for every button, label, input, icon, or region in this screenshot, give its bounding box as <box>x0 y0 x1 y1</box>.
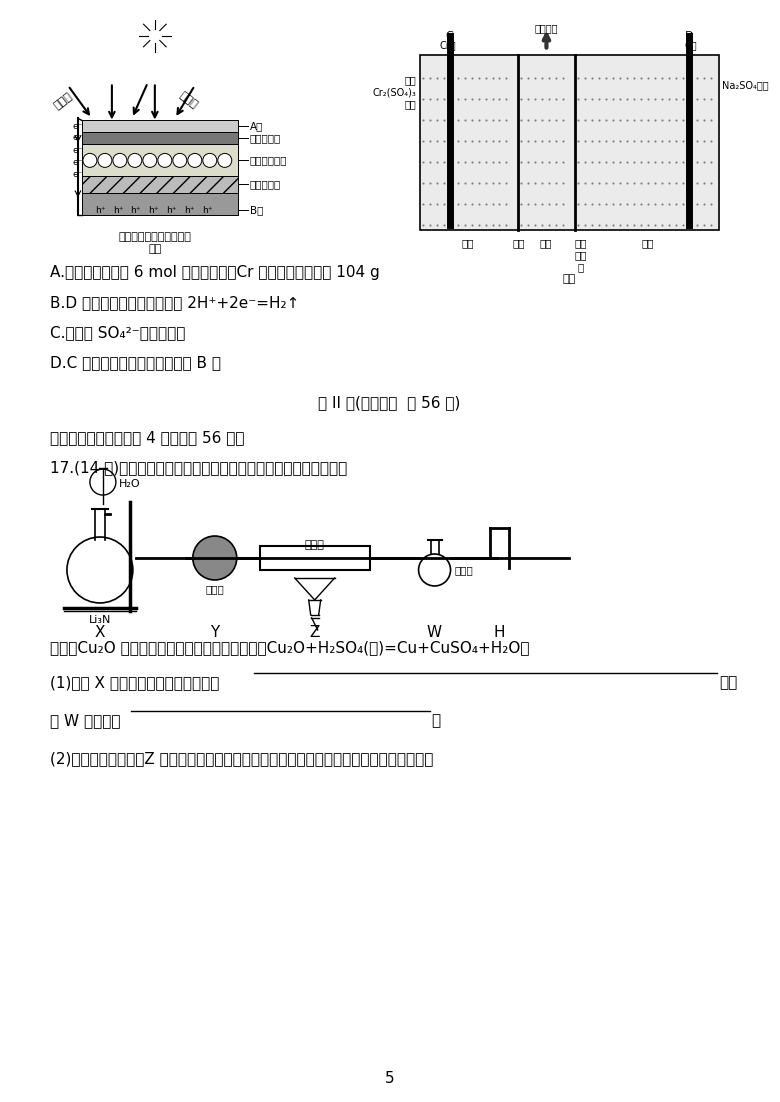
Text: 。: 。 <box>431 713 441 727</box>
Circle shape <box>98 153 112 168</box>
Text: H: H <box>494 625 505 640</box>
Text: e⁻: e⁻ <box>73 133 83 142</box>
Text: A.当太阳能电池有 6 mol 电子转移时，Cr 棒上增重的质量为 104 g: A.当太阳能电池有 6 mol 电子转移时，Cr 棒上增重的质量为 104 g <box>50 266 380 280</box>
Bar <box>82 144 238 176</box>
Text: 17.(14 分)某化学实验小组为了探究氨气的还原性设计了如下实验：: 17.(14 分)某化学实验小组为了探究氨气的还原性设计了如下实验： <box>50 461 347 475</box>
Text: C棒: C棒 <box>685 41 697 51</box>
Text: 乙池: 乙池 <box>539 238 551 248</box>
Text: D: D <box>685 31 693 41</box>
Text: 第 II 卷(非选择题  共 56 分): 第 II 卷(非选择题 共 56 分) <box>318 396 461 410</box>
Text: 钙钛矿吸光层: 钙钛矿吸光层 <box>250 155 287 165</box>
Circle shape <box>83 153 97 168</box>
Text: B极: B极 <box>250 205 263 215</box>
Text: 稀硫酸: 稀硫酸 <box>455 565 473 575</box>
Text: 甲池: 甲池 <box>461 238 473 248</box>
Text: (2)随着反应的进行，Z 中的固体逐渐变成红色，为了探究红色固体成分，进行了如下实验：: (2)随着反应的进行，Z 中的固体逐渐变成红色，为了探究红色固体成分，进行了如下… <box>50 750 434 766</box>
Circle shape <box>173 153 187 168</box>
Text: C: C <box>445 31 453 41</box>
Text: 空穴传输层: 空穴传输层 <box>250 180 281 190</box>
Text: A极: A极 <box>250 121 263 131</box>
Circle shape <box>419 554 451 586</box>
Text: 钙钛矿太阳能电池示意图: 钙钛矿太阳能电池示意图 <box>119 233 191 242</box>
Circle shape <box>90 469 116 495</box>
Bar <box>519 56 574 229</box>
Text: h⁺: h⁺ <box>167 206 177 215</box>
Text: Na₂SO₄溶液: Na₂SO₄溶液 <box>722 80 769 90</box>
Text: h⁺: h⁺ <box>203 206 213 215</box>
Bar <box>576 56 718 229</box>
Text: 图一: 图一 <box>148 245 161 255</box>
Text: e⁻: e⁻ <box>73 145 83 155</box>
Text: ；装: ；装 <box>719 674 738 690</box>
Text: 置 W 的作用是: 置 W 的作用是 <box>50 713 120 727</box>
Text: Cr₂(SO₄)₃: Cr₂(SO₄)₃ <box>373 87 417 97</box>
Text: e⁻: e⁻ <box>73 158 83 166</box>
Bar <box>260 545 370 570</box>
Text: 三、非选择题：本题共 4 小题，共 56 分。: 三、非选择题：本题共 4 小题，共 56 分。 <box>50 430 244 445</box>
Bar <box>420 55 719 230</box>
Text: 膜: 膜 <box>577 262 583 272</box>
Text: 阴膜: 阴膜 <box>512 238 525 248</box>
Text: 酸性: 酸性 <box>405 75 417 86</box>
Text: e⁻: e⁻ <box>73 122 83 131</box>
Bar <box>82 176 238 193</box>
Text: h⁺: h⁺ <box>149 206 159 215</box>
Bar <box>82 193 238 215</box>
Text: D.C 电极接钙钛矿太阳能电池的 B 极: D.C 电极接钙钛矿太阳能电池的 B 极 <box>50 355 221 370</box>
Text: 已知：Cu₂O 粉末呈红色，在酸性溶液中不稳定：Cu₂O+H₂SO₄(稀)=Cu+CuSO₄+H₂O。: 已知：Cu₂O 粉末呈红色，在酸性溶液中不稳定：Cu₂O+H₂SO₄(稀)=Cu… <box>50 640 530 655</box>
Text: (1)装置 X 中发生反应的化学方程式为: (1)装置 X 中发生反应的化学方程式为 <box>50 674 219 690</box>
Bar <box>82 176 238 193</box>
Text: 硫酸出口: 硫酸出口 <box>535 23 558 33</box>
Text: 丙池: 丙池 <box>641 238 654 248</box>
Circle shape <box>128 153 142 168</box>
Text: 入射光: 入射光 <box>52 90 74 110</box>
Text: 图二: 图二 <box>563 274 576 284</box>
Text: h⁺: h⁺ <box>130 206 141 215</box>
Text: W: W <box>427 625 442 640</box>
Text: 交换: 交换 <box>574 250 587 260</box>
Text: Cr棒: Cr棒 <box>439 41 456 51</box>
Text: Y: Y <box>210 625 219 640</box>
Text: 入射光: 入射光 <box>178 90 200 110</box>
Text: H₂O: H₂O <box>119 479 140 489</box>
Circle shape <box>113 153 127 168</box>
Text: h⁺: h⁺ <box>94 206 105 215</box>
Circle shape <box>188 153 202 168</box>
Circle shape <box>67 537 133 603</box>
Circle shape <box>203 153 217 168</box>
Circle shape <box>158 153 172 168</box>
Text: 质子: 质子 <box>574 238 587 248</box>
Text: Li₃N: Li₃N <box>89 615 111 625</box>
Text: e⁻: e⁻ <box>73 170 83 179</box>
Circle shape <box>218 153 232 168</box>
Circle shape <box>193 536 237 580</box>
Bar <box>420 56 517 229</box>
Text: 电子传输层: 电子传输层 <box>250 133 281 143</box>
Text: 碱石灰: 碱石灰 <box>205 584 224 594</box>
Text: 溶液: 溶液 <box>405 99 417 109</box>
Text: Z: Z <box>310 625 320 640</box>
Text: h⁺: h⁺ <box>112 206 123 215</box>
Text: h⁺: h⁺ <box>185 206 195 215</box>
Circle shape <box>143 153 157 168</box>
Bar <box>82 132 238 144</box>
Text: X: X <box>94 625 105 640</box>
Bar <box>82 120 238 132</box>
Text: C.乙池的 SO₄²⁻向甲池移动: C.乙池的 SO₄²⁻向甲池移动 <box>50 325 186 341</box>
Text: 5: 5 <box>385 1071 395 1087</box>
Text: B.D 电极发生的电极反应式为 2H⁺+2e⁻=H₂↑: B.D 电极发生的电极反应式为 2H⁺+2e⁻=H₂↑ <box>50 295 300 311</box>
Text: 氧化铜: 氧化铜 <box>305 540 324 550</box>
